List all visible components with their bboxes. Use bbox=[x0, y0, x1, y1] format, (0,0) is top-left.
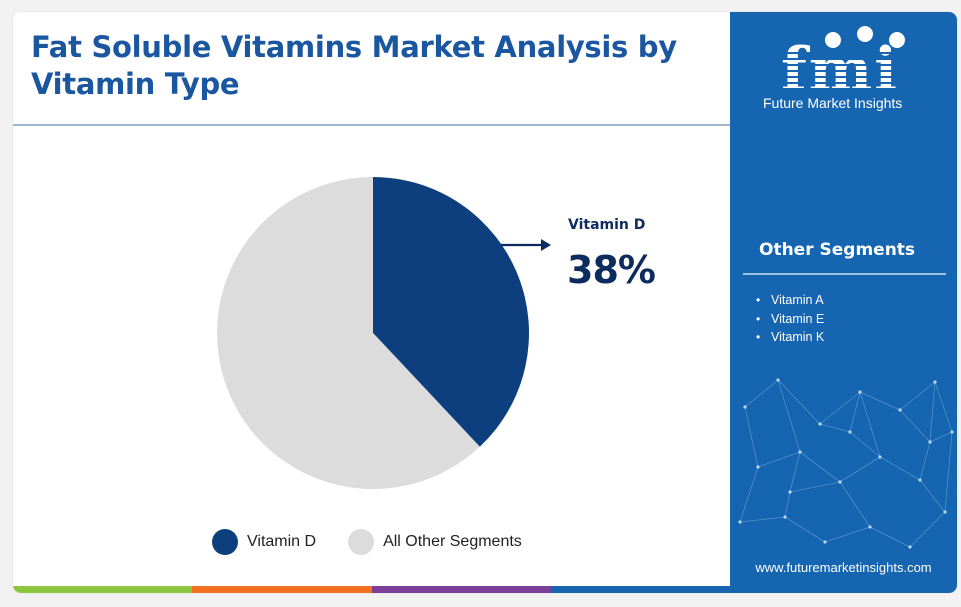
title-divider bbox=[13, 124, 730, 126]
network-line bbox=[789, 481, 841, 493]
bottom-color-bar bbox=[13, 586, 730, 593]
bottom-bar-segment bbox=[371, 586, 551, 593]
list-item: • Vitamin K bbox=[756, 328, 824, 347]
network-line bbox=[849, 431, 881, 458]
network-node bbox=[738, 520, 742, 524]
chart-card: Fat Soluble Vitamins Market Analysis by … bbox=[13, 12, 957, 593]
website-link[interactable]: www.futuremarketinsights.com bbox=[755, 560, 932, 575]
network-line bbox=[824, 526, 871, 543]
pie-chart bbox=[217, 177, 551, 489]
network-line bbox=[919, 479, 946, 513]
network-line bbox=[744, 379, 779, 408]
network-line bbox=[929, 431, 953, 443]
network-node bbox=[823, 540, 827, 544]
network-line bbox=[899, 409, 931, 443]
legend-item-vitamin-d: Vitamin D bbox=[212, 529, 316, 555]
network-node bbox=[818, 422, 822, 426]
logo-stripes bbox=[777, 48, 937, 100]
globe-icon bbox=[889, 32, 905, 48]
globe-icon bbox=[825, 32, 841, 48]
bottom-bar-segment bbox=[13, 586, 193, 593]
network-line bbox=[929, 381, 936, 443]
callout-label: Vitamin D bbox=[568, 217, 646, 233]
other-segments-title: Other Segments bbox=[759, 240, 916, 260]
network-node bbox=[943, 510, 947, 514]
callout-value: 38% bbox=[567, 248, 656, 292]
chart-title: Fat Soluble Vitamins Market Analysis by … bbox=[31, 30, 677, 101]
other-segments-list: • Vitamin A • Vitamin E • Vitamin K bbox=[756, 291, 824, 347]
legend-label-vitamin-d: Vitamin D bbox=[247, 533, 317, 550]
bullet-icon: • bbox=[756, 330, 761, 344]
network-line bbox=[784, 516, 826, 543]
callout-arrow bbox=[501, 239, 551, 251]
other-segments-divider bbox=[743, 273, 946, 275]
network-line bbox=[799, 451, 841, 483]
network-line bbox=[909, 511, 946, 548]
network-line bbox=[744, 406, 759, 468]
network-line bbox=[819, 423, 851, 433]
network-node bbox=[798, 450, 802, 454]
network-line bbox=[899, 381, 936, 411]
network-line bbox=[879, 456, 921, 481]
network-line bbox=[777, 379, 821, 425]
bullet-icon: • bbox=[756, 311, 761, 326]
network-line bbox=[859, 391, 901, 411]
network-node bbox=[838, 480, 842, 484]
fmi-logo: fmi bbox=[761, 20, 937, 100]
network-node bbox=[918, 478, 922, 482]
network-node bbox=[848, 430, 852, 434]
chart-panel: Fat Soluble Vitamins Market Analysis by … bbox=[13, 12, 730, 593]
network-node bbox=[898, 408, 902, 412]
network-line bbox=[739, 466, 759, 523]
network-pattern-graphic bbox=[738, 378, 954, 549]
logo-subtitle: Future Market Insights bbox=[763, 95, 903, 111]
network-node bbox=[908, 545, 912, 549]
network-node bbox=[928, 440, 932, 444]
network-node bbox=[776, 378, 780, 382]
list-item: • Vitamin A bbox=[756, 291, 824, 310]
network-line bbox=[784, 491, 791, 518]
bottom-bar-segment bbox=[550, 586, 730, 593]
network-node bbox=[878, 455, 882, 459]
network-line bbox=[789, 451, 801, 493]
network-line bbox=[819, 391, 861, 425]
pie-slice-all-other-segments bbox=[217, 177, 480, 489]
network-node bbox=[858, 390, 862, 394]
network-line bbox=[869, 526, 911, 548]
chart-legend: Vitamin D All Other Segments bbox=[212, 528, 554, 556]
globe-icon bbox=[857, 26, 873, 42]
network-line bbox=[777, 379, 801, 453]
network-line bbox=[849, 391, 861, 433]
bottom-bar-segment bbox=[192, 586, 372, 593]
network-node bbox=[868, 525, 872, 529]
network-line bbox=[859, 391, 881, 458]
legend-item-other-segments: All Other Segments bbox=[348, 529, 522, 555]
network-line bbox=[739, 516, 786, 523]
legend-swatch-vitamin-d bbox=[212, 529, 238, 555]
pie-slice-vitamin-d bbox=[373, 177, 530, 447]
network-line bbox=[934, 381, 953, 433]
network-line bbox=[757, 451, 801, 468]
segment-label: Vitamin K bbox=[771, 330, 825, 344]
network-line bbox=[839, 481, 871, 528]
network-node bbox=[783, 515, 787, 519]
segment-label: Vitamin E bbox=[771, 311, 825, 326]
network-line bbox=[919, 441, 931, 481]
segment-label: Vitamin A bbox=[771, 293, 824, 307]
legend-swatch-other-segments bbox=[348, 529, 375, 555]
network-node bbox=[933, 380, 937, 384]
network-node bbox=[743, 405, 747, 409]
bullet-icon: • bbox=[756, 293, 761, 307]
network-line bbox=[944, 431, 953, 513]
list-item: • Vitamin E bbox=[756, 310, 824, 329]
network-node bbox=[950, 430, 954, 434]
brand-sidebar: fmi Future Market Insights Other Segment… bbox=[730, 12, 957, 593]
network-line bbox=[839, 456, 881, 483]
legend-label-other-segments: All Other Segments bbox=[383, 533, 522, 550]
network-node bbox=[756, 465, 760, 469]
network-node bbox=[788, 490, 792, 494]
